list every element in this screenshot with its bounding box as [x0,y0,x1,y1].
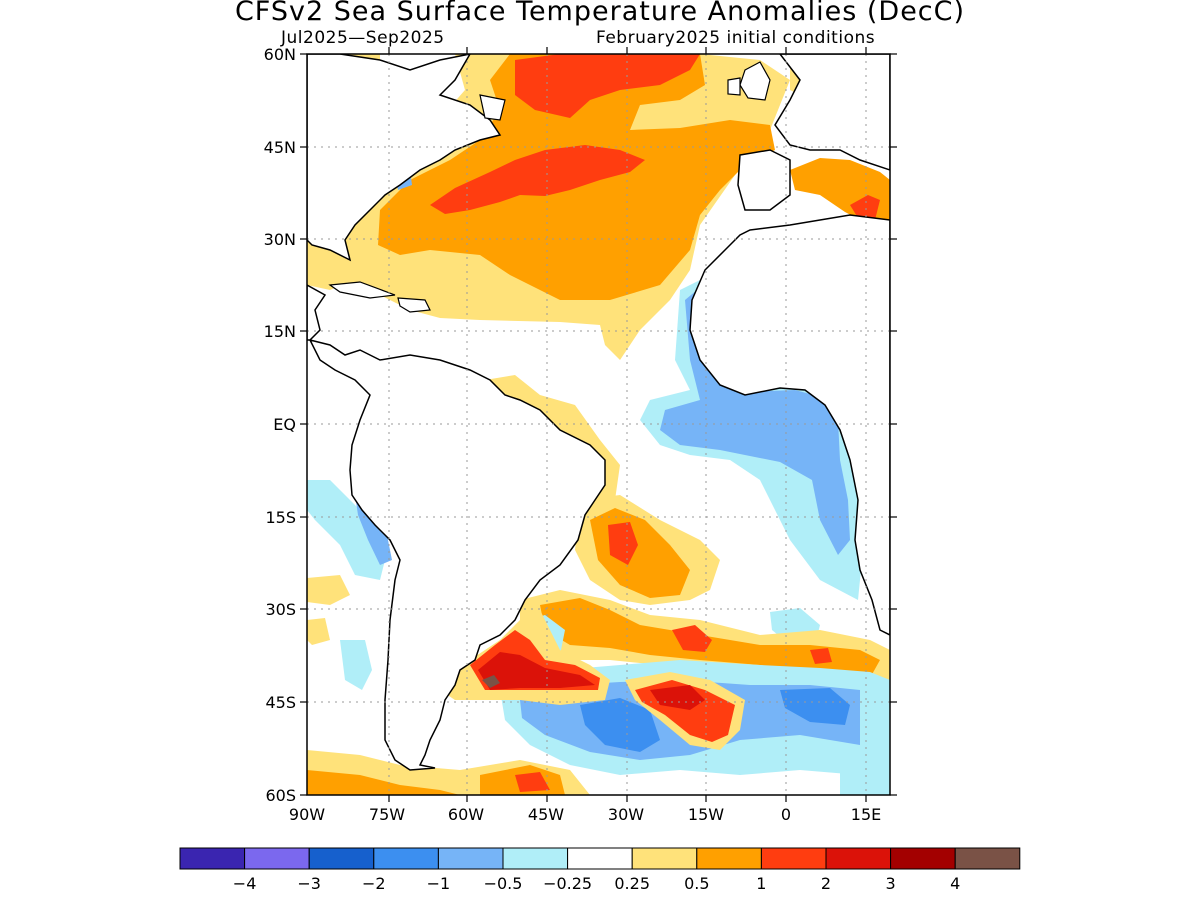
lat-label: 15S [265,508,296,527]
colorbar-label: 2 [821,874,831,893]
lon-label: 0 [781,805,791,824]
anomaly-pacific-cool-light [307,480,385,580]
colorbar-swatch [696,847,762,870]
colorbar-label: 1 [756,874,766,893]
land-africa [689,214,890,636]
colorbar-swatch [308,847,375,870]
lat-label: 30S [265,600,296,619]
chart-title: CFSv2 Sea Surface Temperature Anomalies … [234,0,966,27]
lat-axis: 60N 45N 30N 15N EQ 15S 30S 45S 60S [264,45,897,805]
colorbar-swatch [437,847,504,870]
lat-label: 15N [264,322,296,341]
colorbar-swatch [631,847,698,870]
anomaly-subtropical-red-east [810,648,832,664]
anomaly-field [307,54,890,795]
colorbar-label: 0.25 [614,874,650,893]
lat-label: 60S [265,786,296,805]
lat-label: 45N [264,138,296,157]
lon-label: 75W [369,805,405,824]
anomaly-mid-atlantic-red [430,145,645,214]
anomaly-argentine-peak [482,675,500,688]
anomaly-pacific-cool-light-2 [340,640,372,690]
lon-label: 15E [851,805,881,824]
anomaly-south-atlantic-red [608,522,638,565]
initial-conditions-label: February2025 initial conditions [596,28,876,48]
land-europe [774,54,890,171]
lat-label: EQ [273,415,296,434]
colorbar-swatch [244,847,310,870]
land-cuba [328,281,396,299]
anomaly-southern-cool-dark [580,698,660,752]
lat-label: 60N [264,45,296,64]
lon-label: 60W [448,805,484,824]
anomaly-mediterranean-red [850,195,880,220]
lon-label: 90W [289,805,325,824]
colorbar-swatch [760,847,827,870]
lon-label: 15W [688,805,724,824]
lon-label: 30W [608,805,644,824]
land-newfoundland [479,94,506,121]
lon-label: 45W [528,805,564,824]
anomaly-far-south-orange [307,770,460,795]
colorbar-swatch [179,847,246,870]
anomaly-subtropical-red [672,625,712,652]
land-south-america [308,338,606,771]
land-iberia [737,149,791,211]
colorbar-swatch [567,847,633,870]
land-hispaniola [397,297,431,313]
colorbar-swatch [502,847,569,870]
lon-axis: 90W 75W 60W 45W 30W 15W 0 15E [289,47,881,824]
colorbar-swatch [373,847,439,870]
anomaly-pacific-warm-light-2 [307,618,330,645]
colorbar-label: 4 [950,874,960,893]
colorbar-swatch [890,847,956,870]
colorbar-label: 3 [886,874,896,893]
land-north-america [307,54,502,262]
land-ireland [727,77,741,96]
colorbar-label: −0.25 [543,874,592,893]
anomaly-southern-warm-dark [650,685,705,710]
anomaly-southern-cool-dark-2 [780,688,850,725]
colorbar-label: −1 [427,874,451,893]
colorbar-legend: −4 −3 −2 −1 −0.5 −0.25 0.25 0.5 1 2 3 4 [179,847,1021,893]
colorbar-swatch [825,847,892,870]
colorbar-label: −2 [362,874,386,893]
land-central-america [307,284,327,341]
anomaly-north-atlantic-red [515,54,700,118]
anomaly-far-south-cool [840,760,890,795]
colorbar-label: −0.5 [484,874,523,893]
anomaly-pacific-warm-light [307,575,350,605]
lat-label: 45S [265,693,296,712]
valid-period-label: Jul2025—Sep2025 [281,28,445,48]
anomaly-far-south-red [515,772,550,792]
graticule [307,54,890,795]
lat-label: 30N [264,230,296,249]
colorbar-swatch [954,847,1021,870]
anomaly-argentine-dark [478,652,595,690]
colorbar-label: −4 [233,874,257,893]
colorbar-label: 0.5 [684,874,709,893]
anomaly-subtropical-orange [540,598,880,678]
colorbar-label: −3 [297,874,321,893]
anomaly-gulf-light [307,240,365,290]
